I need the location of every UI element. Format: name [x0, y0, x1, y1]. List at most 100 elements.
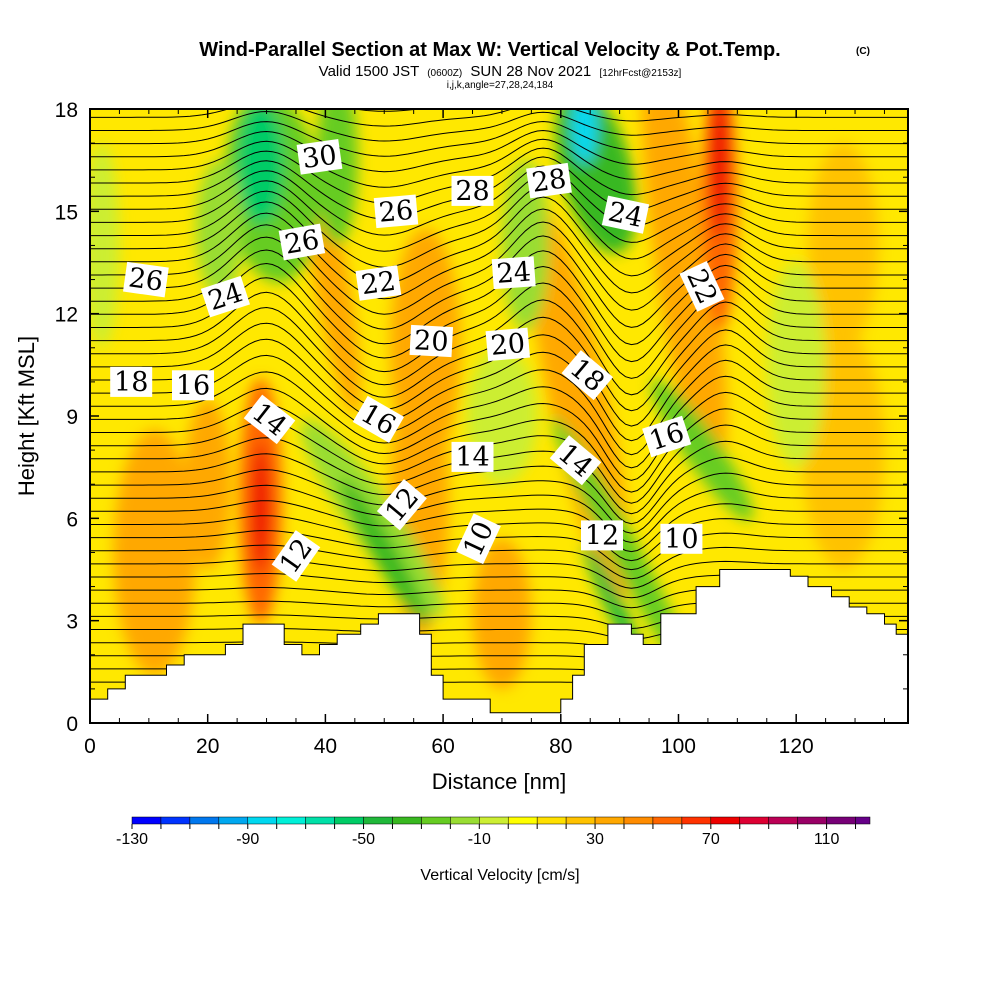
x-axis-title: Distance [nm]	[432, 769, 567, 794]
contour-label: 10	[660, 523, 703, 555]
colorbar-label: 110	[814, 831, 840, 848]
isentrope-line	[90, 338, 908, 442]
colorbar-label: -90	[236, 831, 259, 848]
y-tick-label: 0	[66, 713, 78, 736]
y-tick-label: 9	[66, 406, 78, 429]
colorbar-label: 70	[702, 831, 720, 848]
velocity-cell	[237, 109, 285, 225]
isentrope-line	[90, 354, 908, 456]
svg-text:26: 26	[282, 224, 321, 260]
svg-text:24: 24	[605, 196, 645, 233]
velocity-cell	[113, 429, 196, 676]
isentrope-line	[90, 185, 908, 268]
svg-text:14: 14	[455, 442, 489, 473]
colorbar-swatch	[305, 816, 335, 825]
colorbar-swatch	[623, 816, 654, 825]
y-tick-label: 18	[55, 99, 78, 122]
colorbar-swatch	[536, 816, 567, 825]
colorbar-title: Vertical Velocity [cm/s]	[420, 867, 579, 884]
velocity-cell	[251, 443, 270, 573]
contour-label: 26	[278, 223, 326, 261]
svg-text:22: 22	[359, 266, 397, 301]
isentrope-line	[90, 156, 908, 220]
isentrope-line	[90, 530, 908, 571]
x-tick-label: 80	[549, 735, 572, 758]
isentrope-line	[90, 404, 908, 493]
isentrope-line	[90, 120, 908, 157]
contour-label: 26	[373, 194, 419, 229]
svg-text:20: 20	[489, 328, 526, 362]
isentrope-line	[90, 544, 908, 580]
colorbar-label: -10	[468, 831, 491, 848]
isentrope-line	[90, 420, 908, 504]
isentrope-line	[90, 291, 908, 396]
velocity-cell	[184, 398, 232, 570]
isentrope-line	[90, 147, 908, 204]
isentrope-line	[90, 558, 908, 589]
colorbar-label: -130	[116, 831, 148, 848]
valid-date: SUN 28 Nov 2021	[470, 63, 591, 80]
valid-prefix: Valid 1500 JST	[319, 63, 419, 80]
chart-title: Wind-Parallel Section at Max W: Vertical…	[199, 39, 780, 61]
colorbar-swatch	[565, 816, 596, 825]
isentrope-line	[90, 469, 908, 534]
forecast-info: [12hrFcst@2153z]	[599, 68, 681, 79]
contour-label: 20	[409, 324, 454, 358]
isentrope-line	[90, 175, 908, 252]
velocity-cell	[571, 109, 598, 164]
colorbar-swatch	[507, 816, 538, 825]
velocity-cell	[90, 143, 120, 348]
isentrope-line	[90, 387, 908, 481]
velocity-cell	[710, 109, 730, 239]
contour-label: 22	[355, 265, 402, 301]
x-axis: 0 20 40 60 80 100 120	[84, 109, 885, 758]
contour-label: 30	[296, 139, 343, 175]
colorbar-swatch	[710, 816, 741, 825]
y-axis: 0 3 6 9 12 15 18	[55, 99, 908, 736]
contour-label: 24	[601, 195, 650, 234]
isentrope-line	[90, 165, 908, 236]
contour-label: 12	[581, 520, 623, 551]
svg-text:18: 18	[114, 367, 148, 398]
colorbar-swatch	[797, 816, 827, 825]
x-tick-label: 0	[84, 735, 96, 758]
isentrope-line	[90, 484, 908, 544]
colorbar-swatch	[479, 816, 509, 825]
chart-subtitle: Valid 1500 JST (0600Z) SUN 28 Nov 2021 […	[319, 63, 682, 80]
colorbar-swatch	[218, 816, 249, 825]
isentrope-line	[90, 453, 908, 525]
isentrope-line	[90, 371, 908, 469]
svg-text:12: 12	[585, 520, 619, 551]
colorbar-swatch	[826, 816, 856, 825]
x-tick-label: 20	[196, 735, 219, 758]
x-tick-label: 40	[314, 735, 337, 758]
isentrope-line	[90, 129, 908, 173]
velocity-cell	[641, 109, 727, 483]
colorbar-swatch	[160, 816, 191, 825]
x-tick-label: 100	[661, 735, 696, 758]
contour-label: 28	[526, 162, 572, 199]
colorbar-swatch	[739, 816, 769, 825]
svg-text:28: 28	[455, 176, 489, 207]
colorbar-swatch	[189, 816, 220, 825]
y-tick-label: 3	[66, 611, 78, 634]
colorbar-swatch	[681, 816, 712, 825]
x-tick-label: 60	[431, 735, 454, 758]
svg-text:24: 24	[496, 257, 532, 290]
svg-text:16: 16	[176, 370, 210, 401]
colorbar-swatch	[450, 816, 480, 825]
colorbar-label: -50	[352, 831, 375, 848]
y-axis-title: Height [Kft MSL]	[14, 336, 39, 496]
copyright-mark: (C)	[856, 46, 870, 57]
velocity-cell	[340, 478, 429, 627]
svg-text:26: 26	[127, 262, 165, 297]
isentrope-line	[90, 221, 908, 315]
contour-label: 28	[451, 175, 494, 207]
colorbar-swatch	[421, 816, 451, 825]
isentrope-line	[90, 110, 908, 142]
velocity-cell	[501, 160, 550, 331]
velocity-cell	[766, 262, 826, 468]
contour-label: 14	[451, 441, 494, 473]
